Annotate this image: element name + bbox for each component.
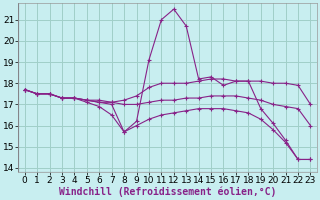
X-axis label: Windchill (Refroidissement éolien,°C): Windchill (Refroidissement éolien,°C) xyxy=(59,187,276,197)
